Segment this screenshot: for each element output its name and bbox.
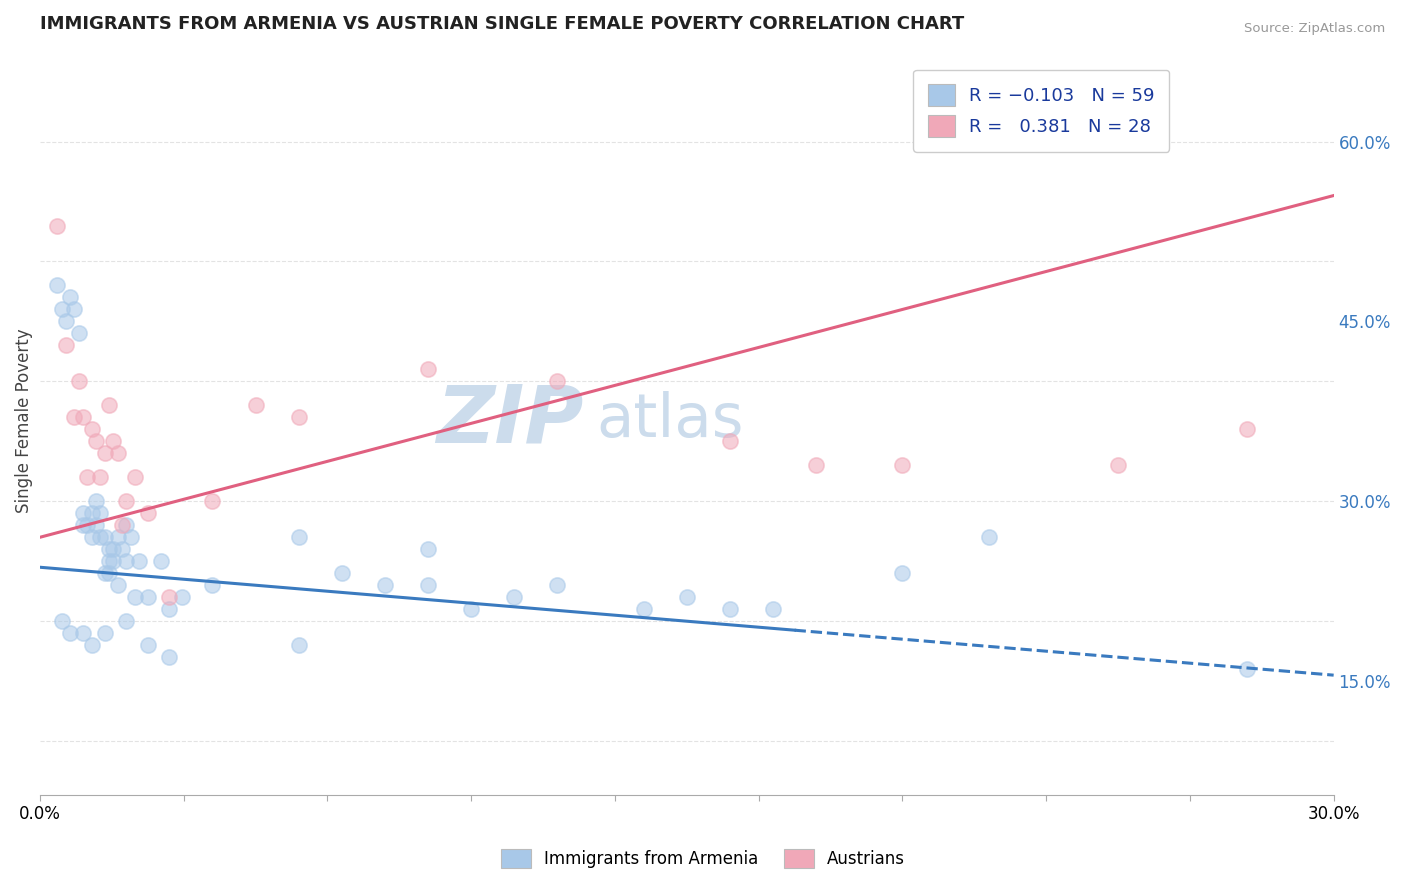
Point [718,434,741,449]
Point [245,398,267,412]
Point [124,470,146,484]
Point [287,638,309,652]
Y-axis label: Single Female Poverty: Single Female Poverty [15,328,32,513]
Point [67,326,90,341]
Point [72,626,94,640]
Point [103,542,125,557]
Point [374,578,396,592]
Point [103,554,125,568]
Point [136,591,159,605]
Legend: Immigrants from Armenia, Austrians: Immigrants from Armenia, Austrians [495,842,911,875]
Point [633,602,655,616]
Point [330,566,353,581]
Point [97,542,120,557]
Point [51,302,73,317]
Point [675,591,697,605]
Point [120,530,142,544]
Point [97,566,120,581]
Point [157,650,180,665]
Point [76,470,98,484]
Point [89,506,111,520]
Text: IMMIGRANTS FROM ARMENIA VS AUSTRIAN SINGLE FEMALE POVERTY CORRELATION CHART: IMMIGRANTS FROM ARMENIA VS AUSTRIAN SING… [39,15,965,33]
Point [46,219,69,233]
Point [59,626,82,640]
Text: ZIP: ZIP [436,382,583,459]
Point [72,518,94,533]
Point [762,602,785,616]
Point [804,458,827,473]
Point [172,591,194,605]
Point [115,614,138,628]
Point [201,494,224,508]
Point [416,578,439,592]
Point [546,375,568,389]
Point [89,530,111,544]
Point [149,554,172,568]
Point [718,602,741,616]
Point [80,530,103,544]
Point [287,410,309,425]
Point [80,506,103,520]
Point [201,578,224,592]
Point [136,638,159,652]
Text: Source: ZipAtlas.com: Source: ZipAtlas.com [1244,22,1385,36]
Point [136,506,159,520]
Point [128,554,150,568]
Point [1107,458,1129,473]
Point [115,518,138,533]
Point [84,494,107,508]
Point [416,362,439,376]
Point [59,290,82,304]
Text: atlas: atlas [596,391,744,450]
Point [124,591,146,605]
Point [80,422,103,436]
Point [115,494,138,508]
Point [93,446,115,460]
Point [416,542,439,557]
Point [89,470,111,484]
Point [55,314,77,328]
Point [93,626,115,640]
Point [51,614,73,628]
Point [977,530,1000,544]
Point [93,530,115,544]
Point [891,566,914,581]
Point [107,530,129,544]
Point [72,410,94,425]
Point [107,446,129,460]
Point [63,302,86,317]
Point [80,638,103,652]
Point [76,518,98,533]
Point [84,518,107,533]
Point [287,530,309,544]
Point [157,591,180,605]
Point [1236,662,1258,676]
Point [46,278,69,293]
Point [460,602,482,616]
Point [546,578,568,592]
Point [93,566,115,581]
Point [67,375,90,389]
Point [1236,422,1258,436]
Point [55,338,77,352]
Point [84,434,107,449]
Point [103,434,125,449]
Point [111,518,134,533]
Point [891,458,914,473]
Point [115,554,138,568]
Point [72,506,94,520]
Point [97,398,120,412]
Point [63,410,86,425]
Point [97,554,120,568]
Legend: R = −0.103   N = 59, R =   0.381   N = 28: R = −0.103 N = 59, R = 0.381 N = 28 [914,70,1170,152]
Point [157,602,180,616]
Point [107,578,129,592]
Point [503,591,526,605]
Point [111,542,134,557]
